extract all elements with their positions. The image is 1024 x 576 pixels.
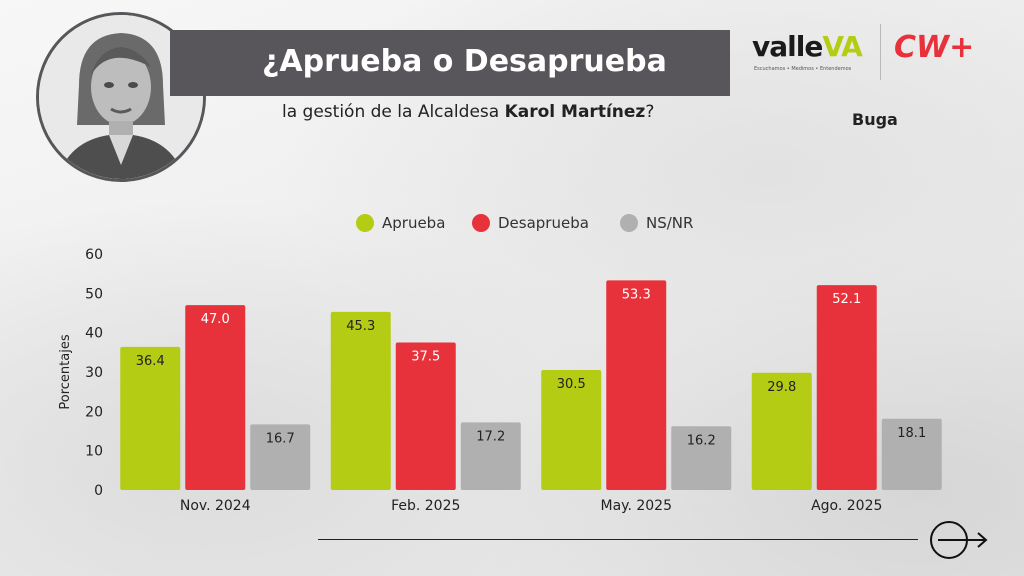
y-tick-label: 40 [85,326,103,342]
chart-heading: ¿Aprueba o Desaprueba [262,44,667,79]
mayor-name: Karol Martínez [504,102,646,122]
data-label-nsnr: 18.1 [897,426,926,441]
data-label-aprueba: 29.8 [767,380,796,395]
valle-va-tagline: Escuchamos • Medimos • Entendemos [754,66,852,72]
data-label-aprueba: 45.3 [346,319,375,334]
legend-item-aprueba: Aprueba [356,212,445,234]
cw-plus-logo: CW+ [894,30,975,65]
bar-desaprueba [395,342,456,490]
bar-desaprueba [606,280,667,490]
legend-label-desaprueba: Desaprueba [498,214,589,232]
legend-label-nsnr: NS/NR [646,214,694,232]
y-tick-label: 30 [85,365,103,381]
legend-swatch-nsnr [620,214,638,232]
bar-desaprueba [185,305,246,490]
x-tick-label: May. 2025 [601,498,672,514]
data-label-desaprueba: 53.3 [622,287,651,302]
valle-va-letters: VA [822,30,862,63]
logo-divider [880,24,881,80]
valle-va-logo: valleVA Escuchamos • Medimos • Entendemo… [752,30,864,80]
x-tick-label: Ago. 2025 [811,498,882,514]
x-tick-label: Nov. 2024 [180,498,251,514]
y-tick-label: 50 [85,286,103,302]
legend-label-aprueba: Aprueba [382,214,446,232]
x-tick-label: Feb. 2025 [391,498,460,514]
bar-desaprueba [816,285,877,490]
data-label-desaprueba: 52.1 [832,292,861,307]
y-tick-label: 0 [94,483,103,499]
bar-aprueba [751,372,812,490]
bar-nsnr [460,422,521,490]
y-axis-label: Porcentajes [58,334,73,409]
bar-aprueba [541,370,602,490]
subtitle-suffix: ? [645,102,655,122]
valle-word: valle [752,30,823,63]
data-label-aprueba: 36.4 [136,354,165,369]
bar-nsnr [250,424,311,490]
title-bar [170,30,730,96]
data-label-desaprueba: 47.0 [201,312,230,327]
subtitle-prefix: la gestión de la Alcaldesa [282,102,505,122]
legend-item-desaprueba: Desaprueba [472,212,589,234]
city-label: Buga [852,110,898,129]
bottom-rule [318,539,918,540]
data-label-aprueba: 30.5 [557,377,586,392]
valle-va-wordmark: valleVA [752,30,863,63]
y-tick-label: 60 [85,247,103,263]
data-label-nsnr: 17.2 [476,429,505,444]
legend-swatch-aprueba [356,214,374,232]
arrow-right-circle-icon[interactable] [928,520,990,560]
subtitle: la gestión de la Alcaldesa Karol Martíne… [282,102,654,128]
bar-nsnr [881,418,942,490]
data-label-desaprueba: 37.5 [411,350,440,365]
data-label-nsnr: 16.7 [266,431,295,446]
bar-nsnr [671,426,732,490]
data-label-nsnr: 16.2 [687,433,716,448]
legend-item-nsnr: NS/NR [620,212,693,234]
bar-aprueba [330,311,391,490]
y-tick-label: 10 [85,444,103,460]
legend-swatch-desaprueba [472,214,490,232]
bar-aprueba [120,346,181,490]
y-tick-label: 20 [85,404,103,420]
